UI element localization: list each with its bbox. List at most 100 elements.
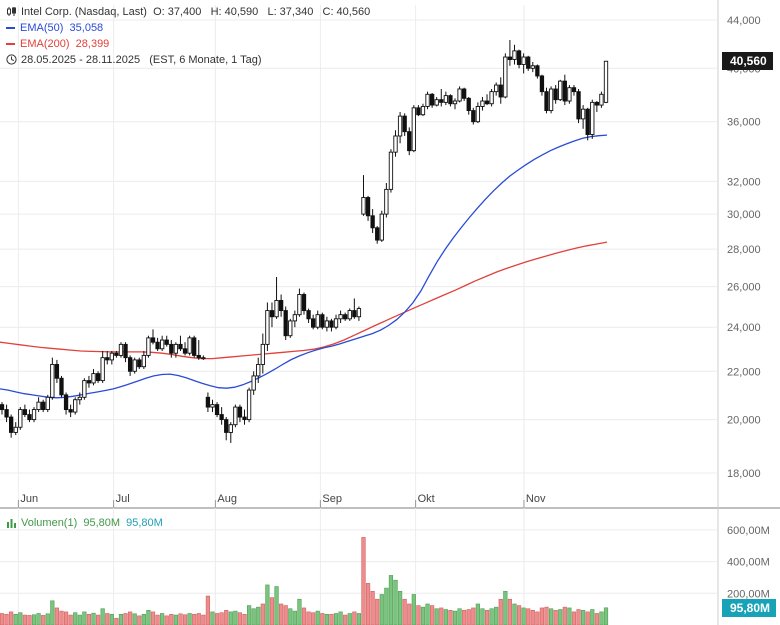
- legend-ema200[interactable]: EMA(200) 28,399: [6, 37, 109, 51]
- candle-body: [585, 108, 590, 135]
- candle-body: [237, 406, 243, 418]
- volume-bar: [105, 613, 110, 625]
- price-tick-label: 44,000: [727, 15, 761, 27]
- candle: [507, 39, 513, 66]
- price-tick-label: 36,000: [727, 117, 761, 129]
- candle: [571, 85, 577, 96]
- candle: [512, 44, 517, 65]
- candle: [127, 355, 133, 376]
- candle: [379, 210, 384, 242]
- ema50-swatch: [6, 27, 15, 30]
- candle: [457, 86, 462, 103]
- candle: [160, 335, 165, 351]
- candle: [466, 96, 471, 115]
- candle: [13, 422, 18, 436]
- candle-body: [118, 343, 124, 356]
- volume-bar: [297, 598, 302, 625]
- candle-body: [571, 87, 577, 93]
- candle: [521, 53, 526, 74]
- volume-bar: [68, 614, 73, 625]
- candle: [338, 310, 343, 323]
- volume-bar: [452, 610, 458, 625]
- candle-body: [9, 416, 14, 433]
- candle-body: [539, 75, 545, 93]
- candle-body: [429, 93, 435, 106]
- volume-bar: [164, 615, 169, 625]
- candle-body: [114, 352, 119, 356]
- candle-body: [269, 310, 275, 318]
- volume-bar: [375, 598, 380, 625]
- time-axis: Jun Jul Aug Sep Okt Nov: [17, 493, 546, 508]
- volume-bar: [489, 608, 494, 625]
- ema50-line: [0, 134, 608, 399]
- candle-body: [471, 110, 476, 123]
- candle: [82, 378, 87, 400]
- price-tick-label: 24,000: [727, 322, 761, 334]
- volume-bar: [480, 608, 485, 625]
- candle-body: [278, 300, 284, 312]
- candle: [448, 94, 453, 107]
- month-label: Aug: [217, 493, 237, 505]
- legend-ema50[interactable]: EMA(50) 35,058: [6, 21, 103, 35]
- candle: [388, 149, 394, 193]
- candle-body: [182, 348, 188, 354]
- candlestick-icon: [7, 7, 16, 16]
- date-range: 28.05.2025 - 28.11.2025: [21, 54, 141, 66]
- candle: [100, 350, 105, 383]
- volume-bar: [516, 605, 522, 625]
- price-tick-label: 30,000: [727, 209, 761, 221]
- candle: [27, 409, 32, 423]
- candle-body: [95, 373, 101, 382]
- candle-body: [439, 99, 444, 103]
- candle-body: [77, 396, 82, 401]
- candle: [150, 329, 156, 345]
- candle-body: [548, 88, 554, 112]
- candle: [192, 335, 197, 358]
- candle-body: [224, 419, 229, 433]
- volume-bar: [411, 594, 416, 625]
- candle: [224, 417, 229, 441]
- volume-bar: [544, 606, 549, 625]
- candle-body: [480, 100, 485, 107]
- candle-body: [489, 91, 494, 105]
- volume-bar: [233, 610, 238, 625]
- candle-body: [558, 80, 563, 101]
- candle: [526, 55, 531, 71]
- volume-bar: [590, 609, 595, 625]
- volume-tick-label: 400,00M: [727, 557, 770, 569]
- volume-bar: [50, 600, 55, 625]
- volume-bar: [562, 606, 567, 625]
- candle: [498, 77, 503, 104]
- volume-bar: [407, 603, 412, 625]
- candle: [137, 357, 142, 369]
- volume-legend[interactable]: Volumen(1) 95,80M 95,80M: [6, 517, 163, 529]
- candle-body: [562, 80, 567, 102]
- month-label: Sep: [322, 493, 342, 505]
- candle-body: [402, 115, 407, 133]
- volume-value: 95,80M: [83, 517, 121, 529]
- candle: [182, 342, 188, 356]
- volume-bar: [503, 590, 508, 625]
- candle-body: [297, 294, 302, 316]
- candle: [260, 333, 265, 374]
- candle-body: [361, 197, 366, 215]
- candle: [187, 335, 192, 356]
- candle-body: [187, 337, 192, 354]
- volume-bar: [581, 610, 586, 625]
- low-value: L: 37,340: [267, 6, 314, 18]
- candle: [462, 87, 467, 102]
- volume-bar: [242, 613, 247, 625]
- candle: [480, 96, 485, 111]
- candle: [329, 318, 334, 332]
- volume-bar: [553, 610, 558, 625]
- volume-bar: [320, 613, 325, 625]
- candle: [375, 226, 380, 244]
- candle: [301, 292, 307, 315]
- candle-body: [41, 401, 46, 411]
- candle: [352, 298, 357, 319]
- candle-body: [283, 310, 288, 337]
- candle: [324, 316, 330, 332]
- candle-body: [274, 300, 279, 318]
